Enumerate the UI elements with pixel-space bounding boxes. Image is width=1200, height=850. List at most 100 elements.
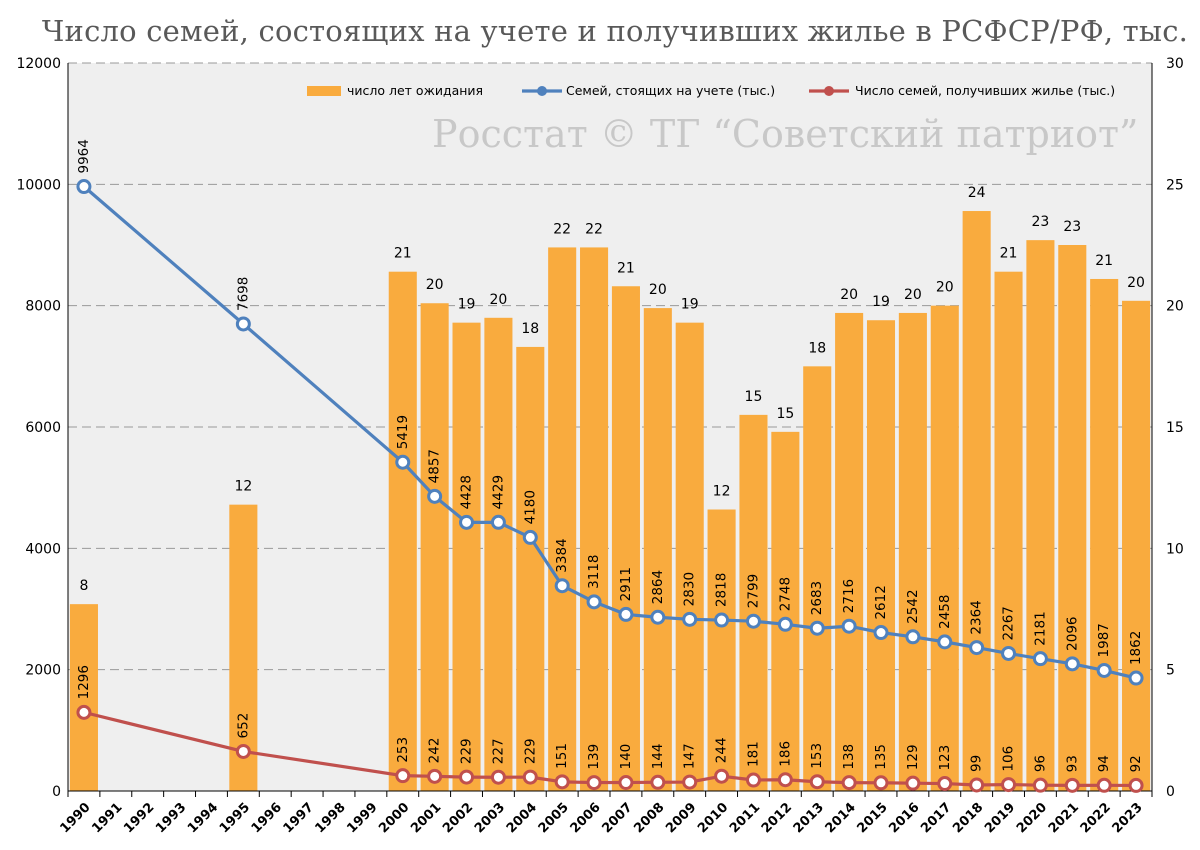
bar xyxy=(69,604,98,791)
x-tick-label: 1997 xyxy=(281,800,317,836)
point-value-label: 2911 xyxy=(618,567,634,601)
bar xyxy=(452,322,481,791)
bar-value-label: 22 xyxy=(553,221,571,237)
point-value-label: 92 xyxy=(1128,755,1144,772)
x-tick-label: 1994 xyxy=(185,800,221,836)
point-value-label: 94 xyxy=(1096,755,1112,772)
x-tick-label: 1992 xyxy=(121,800,157,836)
series-point-2 xyxy=(650,774,666,790)
y-right-tick-label: 0 xyxy=(1166,784,1175,800)
x-tick-label: 2012 xyxy=(759,800,795,836)
point-value-label: 153 xyxy=(809,743,825,769)
y-right-tick-label: 15 xyxy=(1166,420,1184,436)
bar xyxy=(580,247,609,792)
x-tick-label: 2022 xyxy=(1078,800,1114,836)
series-point-2 xyxy=(1001,777,1017,793)
point-value-label: 93 xyxy=(1064,755,1080,772)
point-value-label: 2818 xyxy=(714,573,730,607)
bar-value-label: 20 xyxy=(1127,275,1145,291)
series-point-2 xyxy=(937,776,953,792)
series-point-2 xyxy=(809,774,825,790)
y-right-tick-label: 25 xyxy=(1166,177,1184,193)
x-tick-label: 1995 xyxy=(217,800,253,836)
point-value-label: 229 xyxy=(459,738,475,764)
point-value-label: 96 xyxy=(1032,755,1048,772)
point-value-label: 4429 xyxy=(490,475,506,509)
bar xyxy=(548,247,577,792)
y-left-tick-label: 2000 xyxy=(25,663,61,679)
x-tick-label: 2009 xyxy=(663,800,699,836)
point-value-label: 2683 xyxy=(809,581,825,615)
bar xyxy=(866,320,896,791)
point-value-label: 4857 xyxy=(427,449,443,483)
series-point-1 xyxy=(873,625,889,641)
y-right-tick-label: 30 xyxy=(1166,56,1184,72)
y-left-tick-label: 12000 xyxy=(16,56,61,72)
point-value-label: 1862 xyxy=(1128,631,1144,665)
series-point-1 xyxy=(522,529,538,545)
legend-label: Семей, стоящих на учете (тыс.) xyxy=(566,83,775,98)
series-point-1 xyxy=(650,609,666,625)
bar xyxy=(484,317,513,791)
y-left-tick-label: 8000 xyxy=(25,299,61,315)
series-point-2 xyxy=(459,769,475,785)
series-point-2 xyxy=(1064,777,1080,793)
point-value-label: 1987 xyxy=(1096,623,1112,657)
point-value-label: 123 xyxy=(937,745,953,771)
watermark: Росстат © ТГ “Советский патриот” xyxy=(432,112,1139,156)
bar xyxy=(898,312,927,791)
y-left-tick-label: 4000 xyxy=(25,541,61,557)
legend-swatch-marker xyxy=(537,86,547,96)
series-point-2 xyxy=(76,704,92,720)
bar xyxy=(516,346,545,791)
bar-value-label: 12 xyxy=(713,484,731,500)
bar xyxy=(962,211,991,791)
bar xyxy=(420,303,449,791)
series-point-2 xyxy=(714,768,730,784)
series-point-1 xyxy=(714,612,730,628)
bar-value-label: 20 xyxy=(489,292,507,308)
bar xyxy=(994,271,1023,791)
point-value-label: 7698 xyxy=(235,277,251,311)
bar-value-label: 21 xyxy=(617,260,635,276)
point-value-label: 147 xyxy=(682,743,698,769)
bar xyxy=(388,271,417,791)
bar-value-label: 20 xyxy=(649,282,667,298)
point-value-label: 2364 xyxy=(969,600,985,634)
series-point-2 xyxy=(905,775,921,791)
bar-value-label: 23 xyxy=(1063,219,1081,235)
bar xyxy=(1122,300,1151,791)
y-left-tick-label: 6000 xyxy=(25,420,61,436)
x-tick-label: 2021 xyxy=(1046,800,1082,836)
x-tick-label: 1993 xyxy=(153,800,189,836)
x-tick-label: 2013 xyxy=(791,800,827,836)
series-point-2 xyxy=(427,768,443,784)
x-tick-label: 2018 xyxy=(950,800,986,836)
bar-value-label: 18 xyxy=(808,340,826,356)
point-value-label: 229 xyxy=(522,738,538,764)
bar xyxy=(1026,240,1055,791)
series-point-2 xyxy=(777,772,793,788)
series-point-2 xyxy=(873,775,889,791)
point-value-label: 135 xyxy=(873,744,889,770)
series-point-1 xyxy=(969,640,985,656)
series-point-1 xyxy=(459,514,475,530)
series-point-1 xyxy=(618,606,634,622)
series-point-2 xyxy=(490,769,506,785)
point-value-label: 253 xyxy=(395,737,411,763)
point-value-label: 151 xyxy=(554,743,570,769)
series-point-2 xyxy=(682,774,698,790)
y-left-tick-label: 0 xyxy=(52,784,61,800)
series-point-1 xyxy=(427,488,443,504)
point-value-label: 242 xyxy=(427,738,443,764)
series-point-1 xyxy=(745,613,761,629)
series-point-1 xyxy=(554,578,570,594)
x-tick-label: 2002 xyxy=(440,800,476,836)
series-point-2 xyxy=(395,768,411,784)
bar-value-label: 21 xyxy=(1095,253,1113,269)
y-left-tick-label: 10000 xyxy=(16,177,61,193)
series-point-2 xyxy=(235,743,251,759)
bar xyxy=(835,312,864,791)
legend-swatch-bar xyxy=(307,86,341,96)
